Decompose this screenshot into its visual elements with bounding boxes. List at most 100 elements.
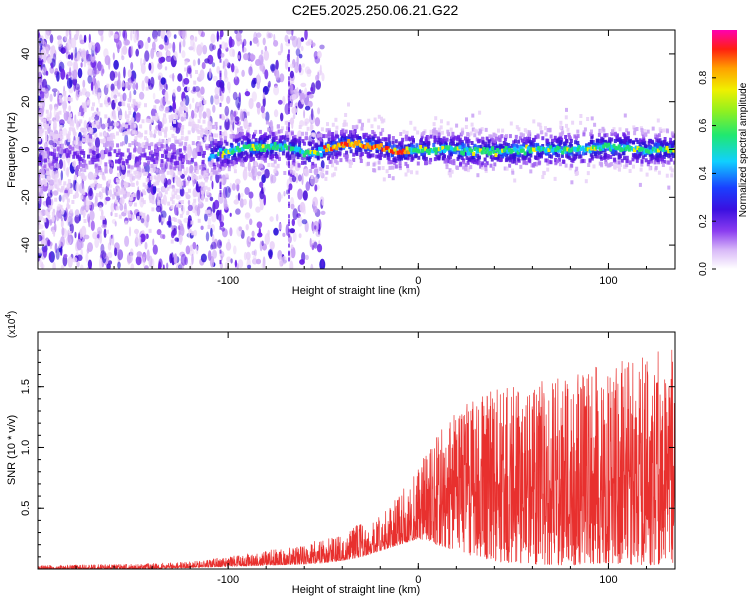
spectrogram-band-cell: [621, 139, 625, 144]
spectrogram-band-cell: [445, 162, 449, 167]
spectrogram-band-cell: [401, 154, 404, 159]
spectrogram-band-cell: [586, 117, 590, 121]
spectrogram-band-cell: [370, 142, 374, 147]
spectrogram-band-cell: [605, 133, 609, 138]
spectrogram-noise-cell: [88, 33, 91, 44]
spectrogram-band-cell: [108, 179, 112, 184]
colorbar: 0.00.20.40.60.8 Normalized spectral ampl…: [698, 30, 749, 276]
spectrogram-band-cell: [439, 151, 443, 156]
spectrogram-band-cell: [204, 178, 208, 183]
spectrogram-band-cell: [447, 155, 450, 160]
spectrogram-band-cell: [171, 169, 175, 174]
spectrogram-band-cell: [126, 172, 130, 177]
spectrogram-band-cell: [67, 179, 71, 184]
spectrogram-band-cell: [103, 143, 106, 148]
spectrogram-band-cell: [139, 211, 143, 216]
spectrogram-band-cell: [405, 130, 409, 135]
spectrogram-band-cell: [49, 205, 53, 210]
spectrogram-band-cell: [119, 115, 123, 120]
spectrogram-band-cell: [67, 204, 71, 209]
spectrogram-band-cell: [116, 180, 120, 185]
spectrogram-noise-cell: [110, 90, 114, 100]
spectrogram-noise-cell: [113, 88, 119, 95]
spectrogram-ridge-cell: [496, 148, 500, 153]
spectrogram-streak-cell: [219, 241, 222, 246]
spectrogram-band-cell: [265, 152, 269, 157]
spectrogram-band-cell: [520, 146, 524, 150]
spectrogram-ridge-cell: [475, 149, 479, 154]
spectrogram-band-cell: [381, 128, 385, 133]
spectrogram-band-cell: [661, 157, 664, 162]
spectrogram-streak-cell: [288, 58, 290, 63]
spectrogram-noise-cell: [47, 57, 52, 64]
spectrogram-noise-cell: [216, 30, 219, 42]
spectrogram-band-cell: [109, 126, 113, 131]
spectrogram-band-cell: [488, 134, 492, 139]
spectrogram-ridge-cell: [326, 143, 330, 148]
spectrogram-band-cell: [209, 154, 213, 159]
spectrogram-ridge-cell: [538, 147, 542, 152]
spectrogram-noise-cell: [320, 210, 326, 215]
spectrogram-band-cell: [173, 155, 177, 160]
spectrogram-streak-cell: [288, 67, 290, 72]
spectrogram-band-cell: [131, 141, 135, 146]
spectrogram-noise-cell: [300, 82, 307, 88]
spectrogram-noise-cell: [152, 30, 158, 40]
spectrogram-noise-cell: [220, 52, 225, 58]
spectrogram-band-cell: [92, 145, 96, 150]
spectrogram-band-cell: [560, 153, 564, 158]
spectrogram-band-cell: [458, 142, 462, 147]
spectrogram-band-cell: [181, 164, 185, 169]
spectrogram-band-cell: [260, 163, 264, 168]
spectrogram-band-cell: [183, 146, 187, 151]
spectrogram-ridge-cell: [456, 146, 460, 151]
spectrogram-band-cell: [484, 141, 488, 146]
spectrogram-band-cell: [117, 166, 120, 171]
spectrogram-band-cell: [670, 173, 674, 178]
spectrogram-band-cell: [178, 204, 182, 208]
spectrogram-band-cell: [207, 187, 211, 192]
spectrogram-band-cell: [362, 134, 366, 139]
spectrogram-band-cell: [110, 140, 114, 145]
spectrogram-ridge-cell: [535, 147, 539, 151]
spectrogram-band-cell: [157, 174, 161, 178]
spectrogram-band-cell: [348, 145, 352, 150]
spectrogram-band-cell: [655, 153, 659, 158]
spectrogram-streak-cell: [219, 156, 222, 161]
spectrogram-noise-cell: [83, 153, 86, 159]
spectrogram-band-cell: [588, 147, 592, 151]
spectrogram-band-cell: [106, 83, 110, 88]
spectrogram-ridge-cell: [295, 147, 299, 152]
spectrogram-noise-cell: [314, 117, 321, 127]
spectrogram-noise-cell: [243, 53, 249, 61]
spectrogram-streak-cell: [288, 257, 290, 262]
spectrogram-noise-cell: [164, 45, 169, 51]
spectrogram-noise-cell: [230, 113, 234, 126]
spectrogram-band-cell: [491, 137, 495, 142]
spectrogram-band-cell: [650, 139, 654, 144]
spectrogram-ridge-cell: [579, 146, 583, 151]
spectrogram-band-cell: [67, 153, 71, 158]
spectrogram-ridge-cell: [668, 148, 672, 153]
spectrogram-band-cell: [108, 152, 112, 157]
spectrogram-noise-cell: [301, 219, 308, 225]
spectrogram-band-cell: [174, 175, 178, 180]
spectrogram-band-cell: [343, 136, 347, 141]
spectrogram-band-cell: [251, 156, 255, 161]
spectrogram-band-cell: [133, 170, 137, 175]
spectrogram-ridge-cell: [273, 141, 277, 146]
spectrogram-noise-cell: [194, 204, 200, 211]
spectrogram-band-cell: [556, 159, 559, 164]
spectrogram-ridge-cell: [648, 150, 652, 155]
spectrogram-band-cell: [89, 128, 93, 133]
spectrogram-band-cell: [240, 140, 244, 145]
spectrogram-band-cell: [526, 136, 530, 141]
spectrogram-band-cell: [127, 103, 130, 108]
spectrogram-band-cell: [180, 181, 184, 186]
spectrogram-band-cell: [127, 170, 131, 175]
spectrogram-band-cell: [542, 171, 546, 176]
spectrogram-noise-cell: [295, 48, 301, 57]
spectrogram-band-cell: [470, 141, 474, 145]
spectrogram-noise-cell: [143, 58, 146, 65]
spectrogram-band-cell: [298, 125, 302, 129]
